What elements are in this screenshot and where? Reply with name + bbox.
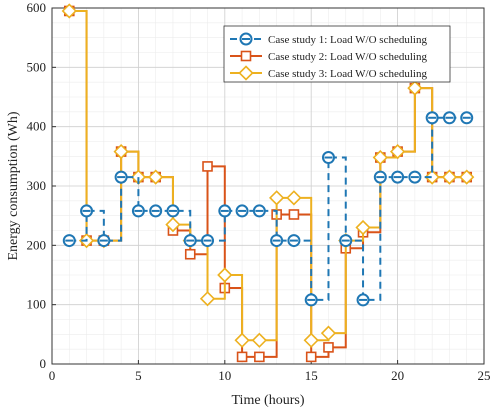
y-tick-label: 300 (27, 178, 47, 193)
series-2-marker (184, 248, 196, 260)
series-3-marker (389, 143, 406, 160)
series-3-marker (234, 332, 250, 348)
series-2-marker (254, 351, 265, 363)
x-axis-label: Time (hours) (232, 393, 305, 408)
y-tick-label: 400 (27, 119, 47, 134)
x-tick-label: 5 (135, 368, 142, 383)
series-3-marker (459, 169, 475, 185)
series-2-marker (305, 351, 317, 363)
x-tick-label: 10 (218, 368, 231, 383)
series-2-marker (240, 50, 252, 62)
legend-entry-label: Case study 1: Load W/O scheduling (268, 34, 427, 46)
series-3-marker (165, 216, 181, 233)
series-3-marker (441, 169, 458, 185)
series-3-marker (320, 325, 337, 341)
legend-entry-label: Case study 3: Load W/O scheduling (268, 68, 427, 80)
series-3-marker (251, 332, 267, 348)
series-3-marker (407, 80, 423, 96)
series-3-marker (372, 149, 388, 166)
series-3-marker (269, 190, 285, 206)
x-tick-label: 0 (49, 368, 56, 383)
series-3 (61, 3, 475, 348)
series-3-marker (424, 169, 440, 185)
y-tick-label: 100 (27, 297, 47, 312)
series-3-marker (199, 291, 216, 307)
series-2-marker (202, 161, 213, 172)
series-3-marker (303, 332, 319, 348)
series-3-marker (217, 267, 233, 283)
y-tick-label: 500 (27, 59, 47, 74)
legend-entry-label: Case study 2: Load W/O scheduling (268, 51, 427, 63)
x-tick-label: 20 (391, 368, 404, 383)
series-1 (62, 111, 474, 307)
series-3-marker (113, 143, 129, 160)
series-3-marker (286, 190, 302, 206)
y-tick-label: 600 (27, 0, 47, 15)
series-3-marker (61, 3, 77, 19)
series-2-marker (323, 342, 334, 353)
series-layer (61, 3, 475, 363)
x-tick-label: 15 (305, 368, 318, 383)
y-axis-label: Energy consumption (Wh) (6, 111, 21, 260)
series-2-marker (288, 209, 300, 220)
series-2-marker (236, 351, 248, 363)
series-3-marker (148, 169, 164, 185)
series-3-marker (238, 65, 254, 81)
series-3-marker (355, 219, 371, 236)
x-tick-label: 25 (478, 368, 491, 383)
y-tick-label: 200 (27, 237, 47, 252)
legend: Case study 1: Load W/O scheduling Case st… (223, 25, 451, 83)
y-tick-label: 0 (40, 356, 47, 371)
axes-layer: 0 5 10 15 20 25 0 100 200 300 400 500 600 (27, 0, 491, 383)
